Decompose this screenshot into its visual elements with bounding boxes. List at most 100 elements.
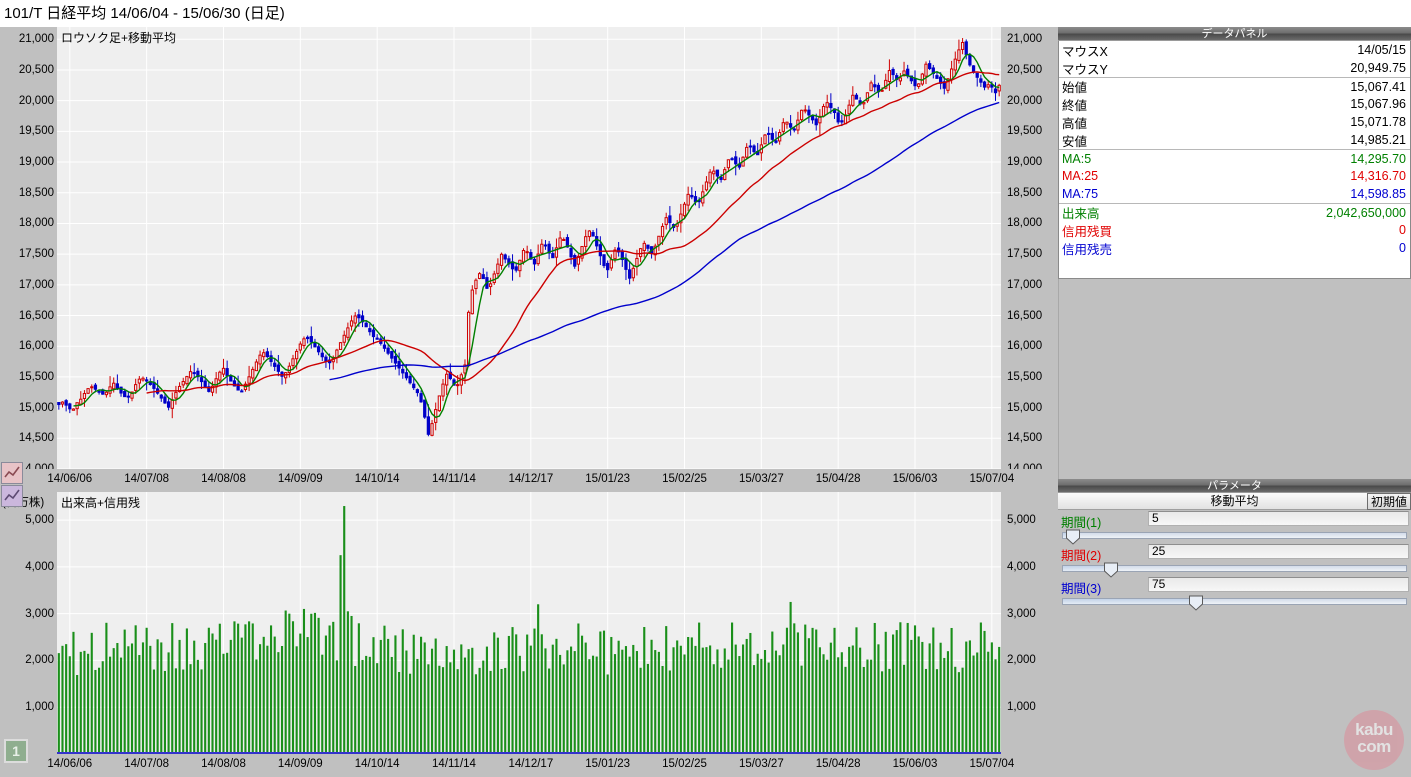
window-title: 101/T 日経平均 14/06/04 - 15/06/30 (日足) — [0, 0, 1411, 27]
data-panel-row-label: MA:5 — [1062, 151, 1092, 166]
price-y-tick: 18,000 — [1007, 217, 1043, 230]
volume-y-tick: 4,000 — [1007, 560, 1036, 573]
price-x-tick: 14/07/08 — [124, 473, 170, 485]
price-x-tick: 15/04/28 — [815, 473, 861, 485]
price-x-tick: 14/09/09 — [277, 473, 323, 485]
data-panel-row-label: マウスX — [1062, 44, 1108, 59]
data-panel-row: 安値 14,985.21 — [1059, 131, 1410, 149]
price-y-axis-left: 21,000 20,500 20,000 19,500 19,000 18,500 18,0… — [0, 27, 57, 475]
volume-y-tick: 4,000 — [25, 560, 54, 573]
data-panel-row: 信用残売 0 — [1059, 239, 1410, 257]
reset-default-button[interactable]: 初期値 — [1366, 493, 1411, 510]
chart-type-button-2[interactable] — [1, 485, 23, 507]
price-chart-title: ロウソク足+移動平均 — [61, 31, 177, 45]
price-chart-panel[interactable]: 21,000 20,500 20,000 19,500 19,000 18,500 18,0… — [0, 27, 1058, 507]
data-panel-row-value: 15,071.78 — [1350, 115, 1406, 129]
parameter-slider-thumb[interactable] — [1189, 595, 1204, 611]
price-x-axis: 14/06/06 14/07/08 14/08/08 14/09/09 14/10/14… — [0, 469, 1058, 492]
data-panel-rows: マウスX 14/05/15 マウスY 20,949.75 始値 15,067.41 終値 15… — [1058, 41, 1411, 279]
data-panel-row-label: 信用残売 — [1062, 242, 1113, 257]
volume-x-axis: 14/06/06 14/07/08 14/08/08 14/09/09 14/10/14… — [0, 754, 1058, 777]
parameter-value-input[interactable]: 25 — [1148, 544, 1409, 559]
data-panel-row-value: 14/05/15 — [1357, 43, 1406, 57]
parameter-value-input[interactable]: 75 — [1148, 577, 1409, 592]
price-y-tick: 18,500 — [18, 186, 54, 199]
volume-y-tick: 5,000 — [25, 514, 54, 527]
volume-x-tick: 15/04/28 — [815, 758, 861, 770]
data-panel-row-label: 高値 — [1062, 116, 1088, 131]
data-panel-row-value: 14,985.21 — [1350, 133, 1406, 147]
volume-x-tick: 15/02/25 — [662, 758, 707, 770]
price-y-tick: 20,500 — [1007, 63, 1043, 76]
parameter-slider-thumb[interactable] — [1104, 562, 1119, 578]
parameter-row: 期間(1) 5 — [1058, 511, 1411, 545]
chart-area: 21,000 20,500 20,000 19,500 19,000 18,500 18,0… — [0, 27, 1058, 777]
data-panel-row-value: 0 — [1399, 223, 1406, 237]
data-panel-row-value: 14,598.85 — [1350, 187, 1406, 201]
price-x-tick: 15/01/23 — [585, 473, 631, 485]
parameter-subtitle-bar: 移動平均 初期値 — [1058, 493, 1411, 510]
data-panel-row-label: 出来高 — [1062, 207, 1100, 221]
parameter-rows: 期間(1) 5 期間(2) 25 期間(3) 75 — [1058, 510, 1411, 611]
volume-x-tick: 15/06/03 — [892, 758, 938, 770]
volume-chart-title: 出来高+信用残 — [61, 496, 141, 510]
volume-x-tick: 15/01/23 — [585, 758, 631, 770]
price-x-tick: 14/12/17 — [508, 473, 554, 485]
page-indicator-button[interactable]: 1 — [4, 739, 28, 763]
price-y-axis-right: 21,000 20,500 20,000 19,500 19,000 18,500 18,0… — [1001, 27, 1058, 475]
price-y-tick: 18,500 — [1007, 186, 1043, 199]
data-panel-row-value: 0 — [1399, 241, 1406, 255]
volume-y-tick: 1,000 — [1007, 701, 1036, 714]
volume-x-tick: 14/12/17 — [508, 758, 554, 770]
price-y-tick: 16,000 — [1007, 340, 1043, 353]
price-y-tick: 15,500 — [18, 370, 54, 383]
parameter-slider-track[interactable] — [1062, 565, 1407, 572]
watermark-line2: com — [1357, 737, 1391, 757]
data-panel-row: 高値 15,071.78 — [1059, 113, 1410, 131]
volume-x-tick: 14/09/09 — [277, 758, 323, 770]
data-panel-row-label: 始値 — [1062, 81, 1088, 95]
parameter-row: 期間(3) 75 — [1058, 577, 1411, 611]
data-panel-row-value: 2,042,650,000 — [1326, 205, 1406, 220]
volume-x-tick: 15/03/27 — [738, 758, 784, 770]
parameter-label: 期間(3) — [1061, 582, 1102, 596]
volume-y-tick: 2,000 — [25, 654, 54, 667]
price-y-tick: 19,000 — [18, 156, 54, 169]
parameter-slider-track[interactable] — [1062, 532, 1407, 539]
price-y-tick: 19,000 — [1007, 156, 1043, 169]
volume-y-tick: 2,000 — [1007, 654, 1036, 667]
price-y-tick: 16,500 — [18, 309, 54, 322]
data-panel-row-label: 信用残買 — [1062, 224, 1113, 239]
volume-y-tick: 3,000 — [1007, 607, 1036, 620]
data-panel: データパネル マウスX 14/05/15 マウスY 20,949.75 始値 15,067… — [1058, 27, 1411, 279]
price-y-tick: 18,000 — [18, 217, 54, 230]
volume-plot[interactable]: 出来高+信用残 — [57, 492, 1001, 754]
data-panel-row-value: 15,067.96 — [1350, 97, 1406, 111]
parameter-slider-track[interactable] — [1062, 598, 1407, 605]
price-y-tick: 19,500 — [18, 125, 54, 138]
parameter-panel: パラメータ 移動平均 初期値 期間(1) 5 期間(2) 25 期間(3) 75 — [1058, 479, 1411, 629]
price-x-tick: 14/06/06 — [47, 473, 93, 485]
price-plot[interactable]: ロウソク足+移動平均 — [57, 27, 1001, 469]
volume-x-tick: 14/07/08 — [124, 758, 170, 770]
data-panel-row-value: 15,067.41 — [1350, 79, 1406, 94]
chart-type-button-1[interactable] — [1, 462, 23, 484]
parameter-slider-fill — [1063, 599, 1194, 604]
volume-x-tick: 14/11/14 — [432, 758, 476, 770]
parameter-value-input[interactable]: 5 — [1148, 511, 1409, 526]
price-x-tick: 15/06/03 — [892, 473, 938, 485]
volume-x-tick: 14/08/08 — [201, 758, 246, 770]
data-panel-row: マウスX 14/05/15 — [1059, 41, 1410, 59]
volume-x-tick: 15/07/04 — [969, 758, 1015, 770]
price-x-tick: 14/08/08 — [201, 473, 246, 485]
parameter-slider-thumb[interactable] — [1065, 529, 1080, 545]
price-y-tick: 20,000 — [18, 94, 54, 107]
price-y-tick: 21,000 — [1007, 33, 1043, 46]
price-y-tick: 17,500 — [18, 248, 54, 261]
price-candlestick-svg — [57, 27, 1001, 469]
price-y-tick: 17,000 — [18, 278, 54, 291]
data-panel-row: MA:5 14,295.70 — [1059, 149, 1410, 167]
price-y-tick: 14,500 — [1007, 432, 1043, 445]
parameter-label: 期間(2) — [1061, 549, 1102, 563]
